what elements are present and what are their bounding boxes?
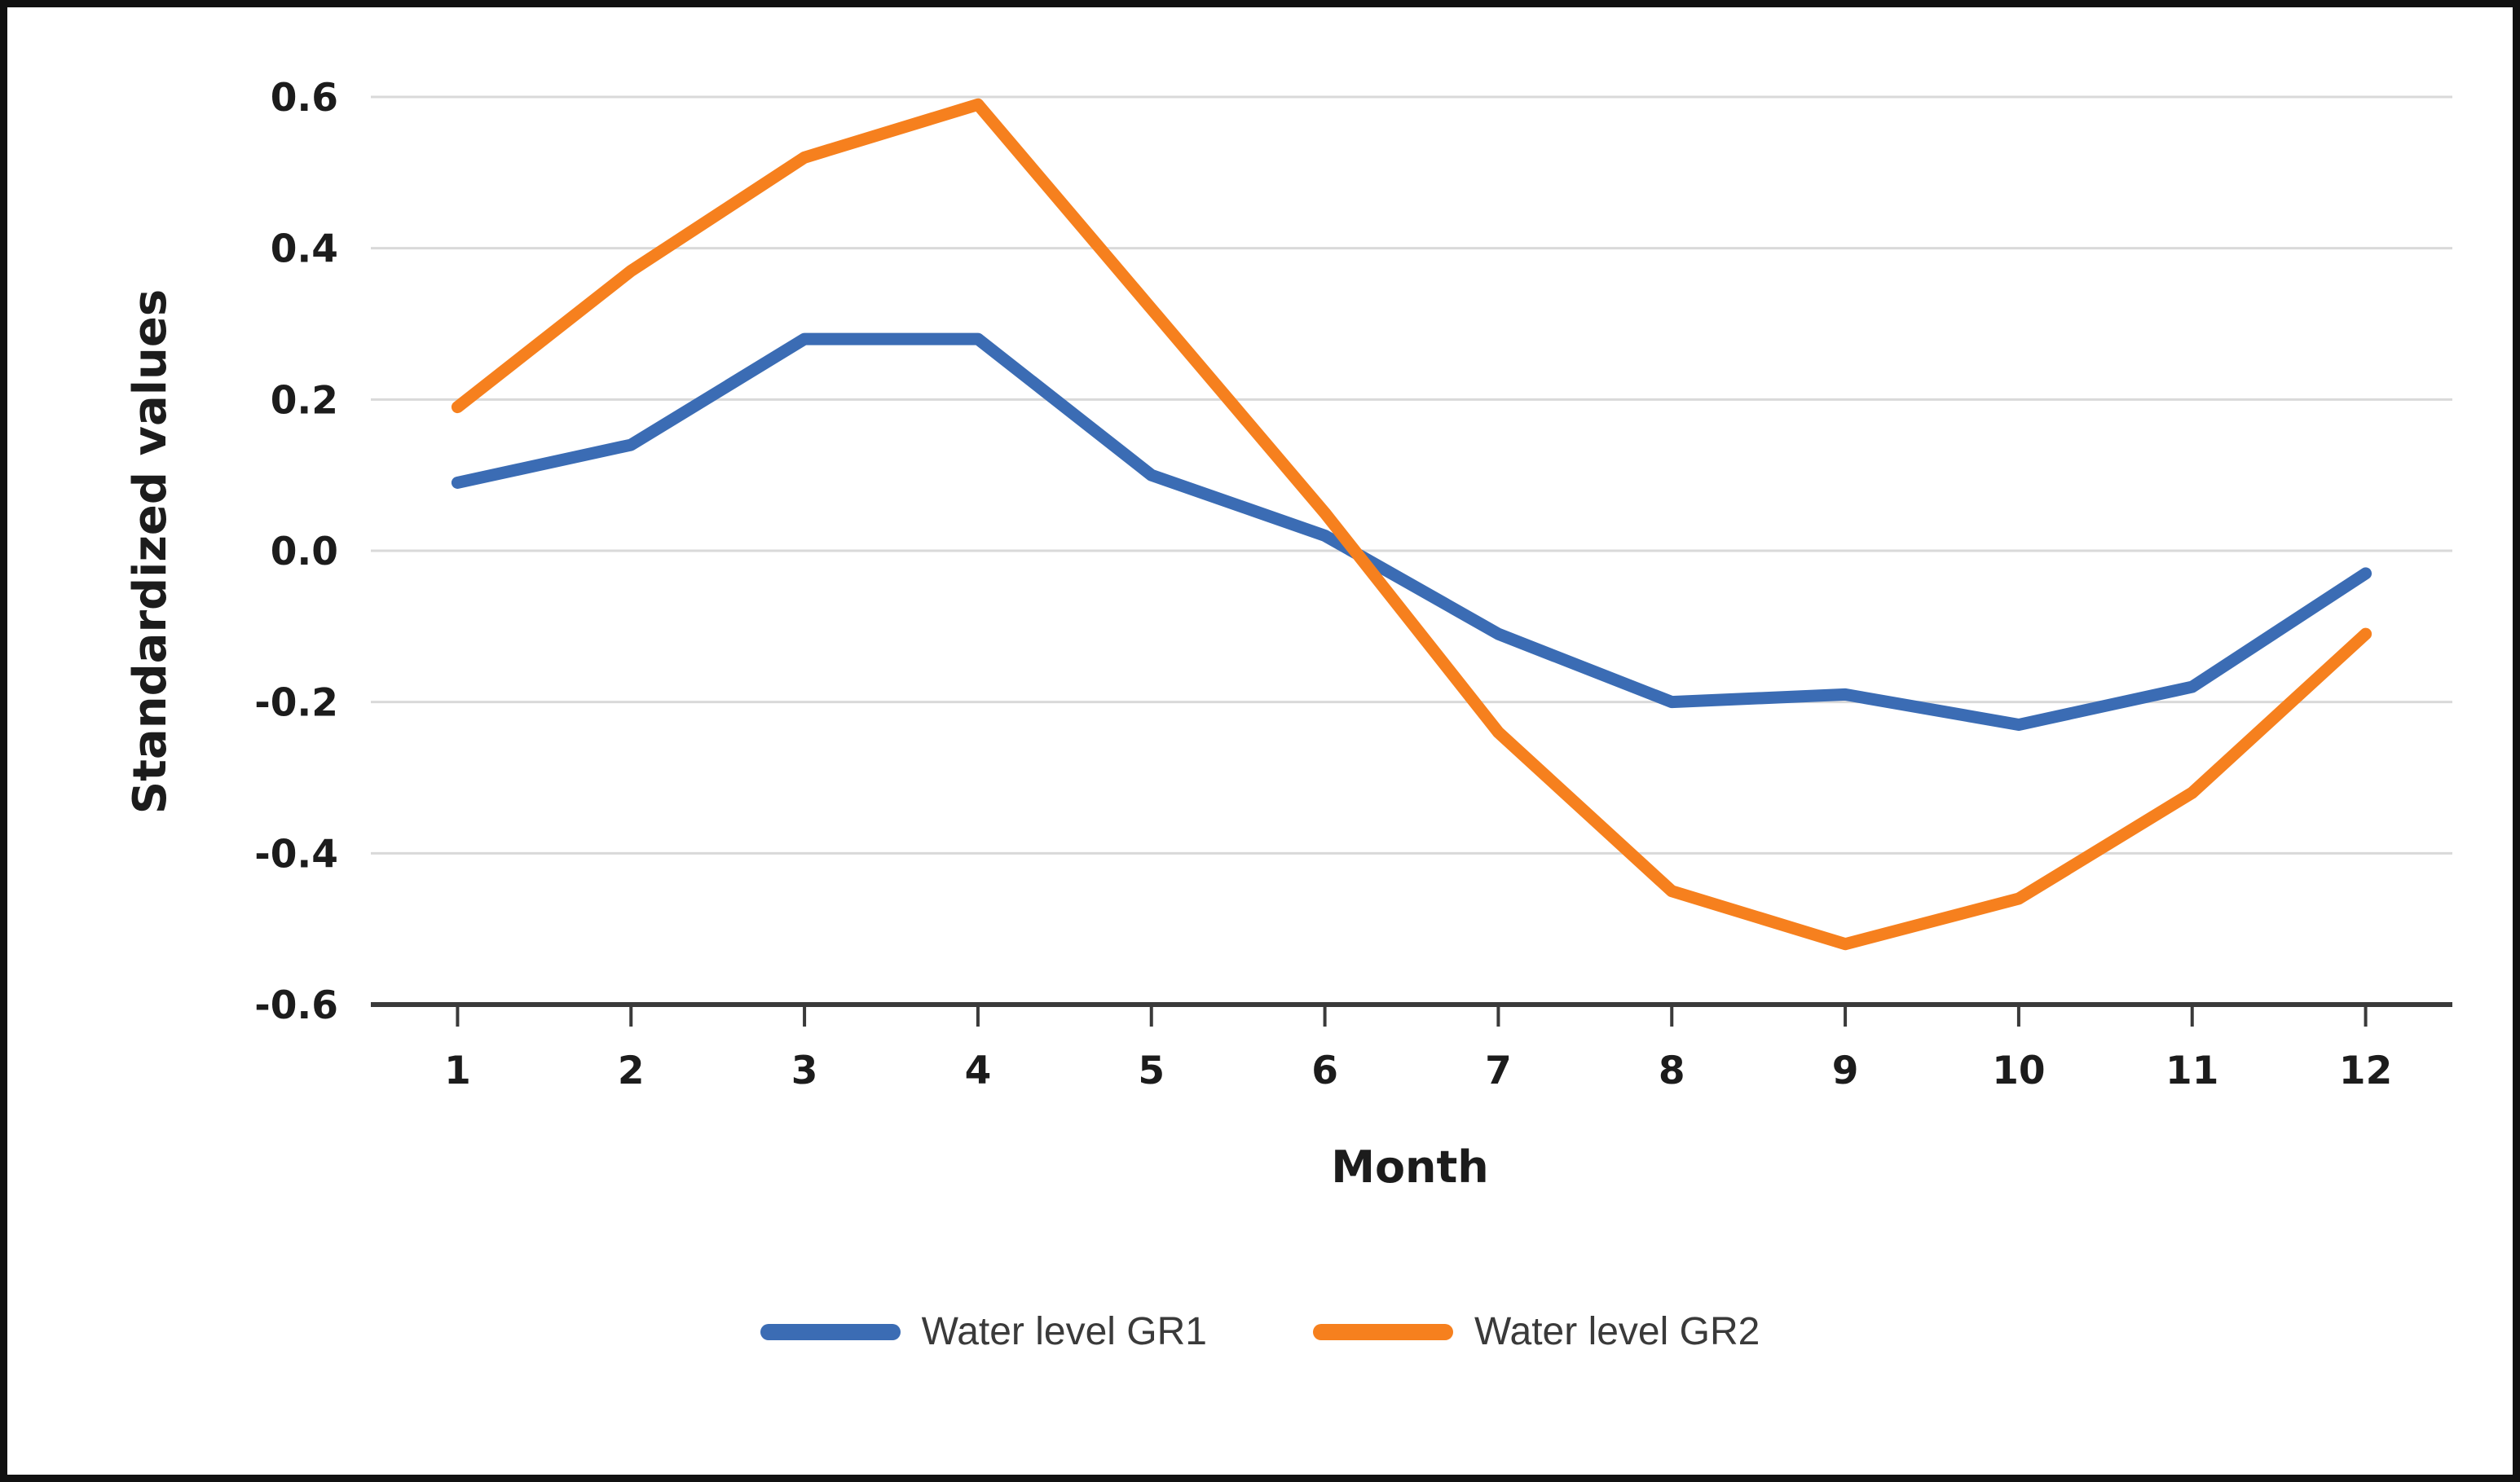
x-tick-label: 6 [1311,1049,1338,1093]
x-tick-label: 12 [2339,1049,2392,1093]
x-tick-label: 4 [965,1049,992,1093]
series-line-2 [451,98,2372,951]
y-tick-label: -0.4 [254,832,338,877]
legend-item-1: Water level GR1 [760,1309,1207,1354]
y-tick-label: 0.4 [271,227,338,272]
legend-swatch-2 [1313,1323,1453,1340]
x-axis-title: Month [1331,1141,1489,1193]
y-tick-label: -0.2 [254,681,338,726]
x-tick-label: 1 [444,1049,471,1093]
legend-item-2: Water level GR2 [1313,1309,1760,1354]
legend-label: Water level GR1 [921,1310,1207,1353]
y-tick-label: -0.6 [254,983,338,1028]
x-tick-label: 5 [1138,1049,1165,1093]
legend-label: Water level GR2 [1474,1310,1760,1353]
y-tick-label: 0.2 [271,378,338,423]
x-tick-label: 7 [1485,1049,1512,1093]
x-tick-label: 10 [1992,1049,2045,1093]
y-axis-title: Standardized values [124,288,177,815]
legend-swatch-1 [760,1323,901,1340]
y-tick-label: 0.0 [271,530,338,574]
series-line-1 [451,332,2372,732]
x-tick-label: 3 [791,1049,818,1093]
x-tick-label: 2 [618,1049,645,1093]
plot-svg: 0.60.40.20.0-0.2-0.4-0.61 2 3 4 5 6 7 8 9 10 11 12 [254,76,2452,1093]
legend: Water level GR1 Water level GR2 [7,1309,2513,1354]
y-tick-label: 0.6 [271,76,338,121]
x-tick-label: 9 [1832,1049,1859,1093]
x-tick-label: 8 [1659,1049,1685,1093]
x-tick-label: 11 [2165,1049,2218,1093]
